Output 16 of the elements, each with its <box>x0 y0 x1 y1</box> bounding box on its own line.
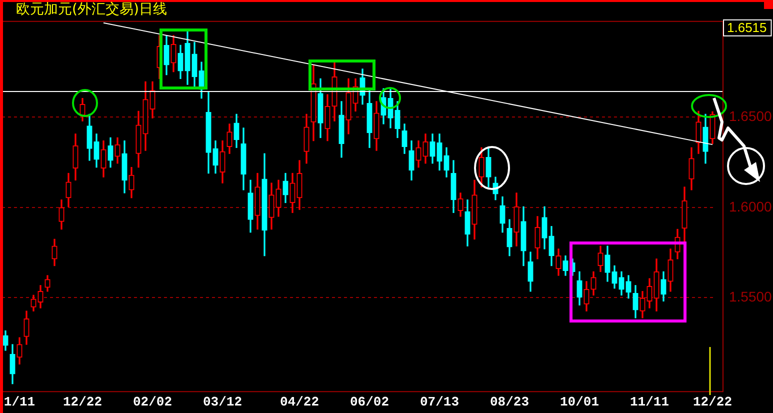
x-tick-label: 10/01 <box>560 394 600 410</box>
x-tick-label: 12/22 <box>62 394 102 410</box>
x-tick-label: 03/12 <box>202 394 242 410</box>
text: 1.6515 <box>727 20 767 35</box>
x-tick-label: 02/02 <box>132 394 172 410</box>
y-tick-label: 1.6500 <box>729 108 772 124</box>
y-tick-label: 1.6000 <box>729 198 772 214</box>
x-tick-label: 07/13 <box>420 394 460 410</box>
x-tick-label: 11/11 <box>630 394 670 410</box>
y-tick-label: 1.5500 <box>729 288 772 305</box>
x-tick-label: 04/22 <box>280 394 320 410</box>
x-tick-label: 12/22 <box>692 394 732 410</box>
x-tick-label: 1/11 <box>4 394 36 410</box>
x-tick-label: 06/02 <box>350 394 390 410</box>
x-tick-label: 08/23 <box>490 394 530 410</box>
chart-title: 欧元加元(外汇交易)日线 <box>16 2 167 18</box>
